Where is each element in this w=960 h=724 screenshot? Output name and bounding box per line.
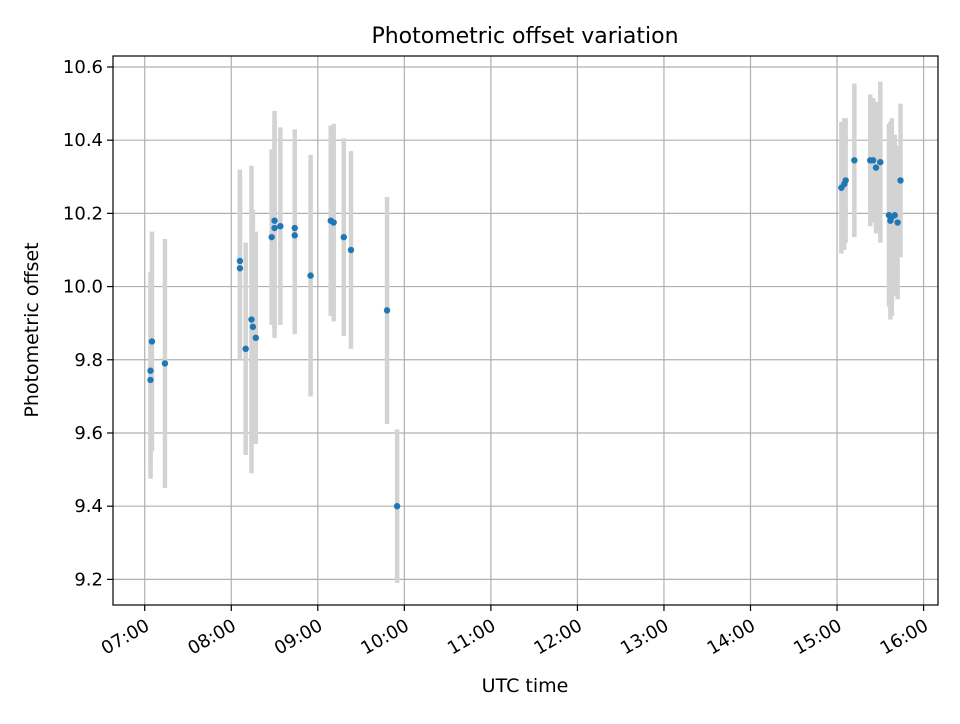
y-tick-label: 10.2 xyxy=(63,203,103,224)
y-tick: 10.4 xyxy=(63,130,113,151)
data-point xyxy=(271,217,278,224)
data-point xyxy=(249,323,257,331)
chart-title: Photometric offset variation xyxy=(371,24,678,49)
data-point xyxy=(147,376,154,384)
data-point xyxy=(894,219,901,226)
y-tick-label: 9.6 xyxy=(74,423,103,444)
data-point xyxy=(307,272,314,279)
data-point xyxy=(393,502,401,510)
data-point xyxy=(148,338,156,345)
data-point xyxy=(252,334,259,342)
data-point xyxy=(347,246,355,254)
data-point xyxy=(851,157,858,164)
plot-area xyxy=(113,56,938,605)
data-points xyxy=(147,157,904,510)
data-point xyxy=(383,307,391,314)
data-point xyxy=(877,158,884,166)
data-point xyxy=(248,316,255,323)
data-point xyxy=(161,360,169,367)
y-tick-label: 9.8 xyxy=(74,350,103,371)
y-tick: 9.2 xyxy=(74,569,113,590)
data-point xyxy=(236,265,244,272)
y-tick: 9.6 xyxy=(74,423,113,444)
data-point xyxy=(891,212,898,219)
y-tick-label: 9.2 xyxy=(74,569,103,590)
plot-frame xyxy=(112,55,939,606)
y-tick: 10.6 xyxy=(63,57,113,78)
y-tick: 9.4 xyxy=(74,496,113,517)
y-tick-label: 10.0 xyxy=(63,277,103,298)
y-tick-label: 10.6 xyxy=(63,57,103,78)
y-tick: 10.0 xyxy=(63,277,113,298)
y-tick: 9.8 xyxy=(74,350,113,371)
y-tick: 10.2 xyxy=(63,203,113,224)
data-point xyxy=(242,345,249,352)
data-point xyxy=(872,164,880,171)
data-point xyxy=(330,219,337,226)
y-axis-label: Photometric offset xyxy=(21,242,43,417)
y-axis-ticks: 9.2 9.4 9.6 9.8 10.0 10.2 10.4 10.6 xyxy=(63,57,113,590)
y-tick-label: 9.4 xyxy=(74,496,103,517)
data-point xyxy=(842,177,849,184)
x-axis-label: UTC time xyxy=(482,675,569,697)
data-point xyxy=(291,224,298,232)
data-point xyxy=(268,233,275,241)
y-tick-label: 10.4 xyxy=(63,130,103,151)
data-point xyxy=(897,177,904,184)
data-point xyxy=(147,367,154,374)
data-point xyxy=(271,224,278,232)
data-point xyxy=(340,233,347,241)
data-point xyxy=(869,157,877,164)
data-point xyxy=(277,222,284,230)
data-point xyxy=(236,257,244,265)
data-point xyxy=(291,232,298,239)
